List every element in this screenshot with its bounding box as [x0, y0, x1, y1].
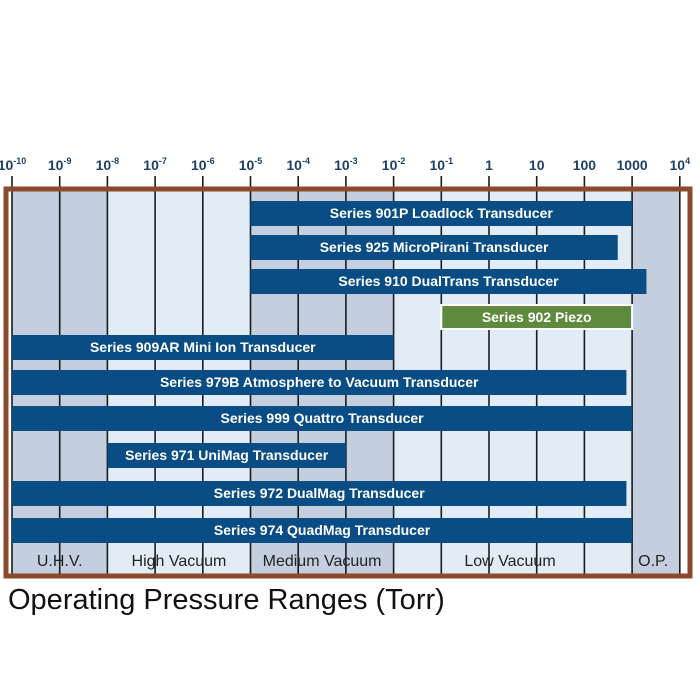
region-label: High Vacuum	[132, 553, 227, 570]
decade-band	[632, 190, 680, 575]
x-tick-label: 1000	[617, 157, 648, 173]
pressure-range-chart: 10-10 10-9 10-8 10-7 10-6 10-5 10-4 10-3 10-2 10-…	[0, 156, 693, 579]
bar-label: Series 909AR Mini Ion Transducer	[90, 339, 316, 355]
region-labels: U.H.V. High Vacuum Medium Vacuum Low Vacuum…	[37, 553, 668, 570]
x-tick-label: 10-1	[430, 156, 454, 173]
x-tick-label: 1	[485, 157, 493, 173]
range-bar	[12, 370, 627, 395]
bar-label: Series 979B Atmosphere to Vacuum Transdu…	[160, 374, 479, 390]
chart-frame	[3, 186, 693, 579]
bar-label: Series 902 Piezo	[482, 309, 592, 325]
transducer-bars: Series 901P Loadlock Transducer Series 92…	[12, 201, 647, 543]
x-tick-label: 10	[529, 157, 545, 173]
bar-label: Series 974 QuadMag Transducer	[214, 522, 431, 538]
range-bar	[12, 481, 627, 506]
region-label: Medium Vacuum	[263, 553, 382, 570]
x-tick-label: 104	[670, 156, 691, 173]
bar-label: Series 910 DualTrans Transducer	[338, 273, 559, 289]
range-bar	[12, 335, 394, 360]
x-tick-label: 10-10	[0, 156, 26, 173]
x-tick-label: 10-8	[96, 156, 120, 173]
bar-label: Series 901P Loadlock Transducer	[330, 205, 554, 221]
range-bar	[250, 201, 633, 226]
bar-label: Series 972 DualMag Transducer	[214, 485, 425, 501]
bar-label: Series 925 MicroPirani Transducer	[320, 239, 549, 255]
chart-caption: Operating Pressure Ranges (Torr)	[8, 584, 445, 616]
range-bar	[440, 304, 634, 330]
range-bar	[107, 443, 346, 468]
region-label: O.P.	[638, 553, 668, 570]
region-label: Low Vacuum	[464, 553, 555, 570]
range-bar	[12, 518, 633, 543]
x-tick-label: 10-6	[191, 156, 215, 173]
range-bar	[250, 269, 647, 294]
x-tick-label: 10-9	[48, 156, 72, 173]
x-tick-label: 100	[573, 157, 597, 173]
x-tick-label: 10-5	[239, 156, 263, 173]
bar-label: Series 999 Quattro Transducer	[221, 410, 425, 426]
range-bar	[250, 235, 618, 260]
x-tick-label: 10-4	[286, 156, 310, 173]
region-label: U.H.V.	[37, 553, 83, 570]
range-bar	[12, 406, 633, 431]
x-axis-ticks: 10-10 10-9 10-8 10-7 10-6 10-5 10-4 10-3 10-2 10-…	[0, 156, 690, 173]
x-tick-label: 10-3	[334, 156, 358, 173]
bar-label: Series 971 UniMag Transducer	[125, 447, 329, 463]
x-tick-label: 10-2	[382, 156, 406, 173]
x-tick-label: 10-7	[143, 156, 167, 173]
